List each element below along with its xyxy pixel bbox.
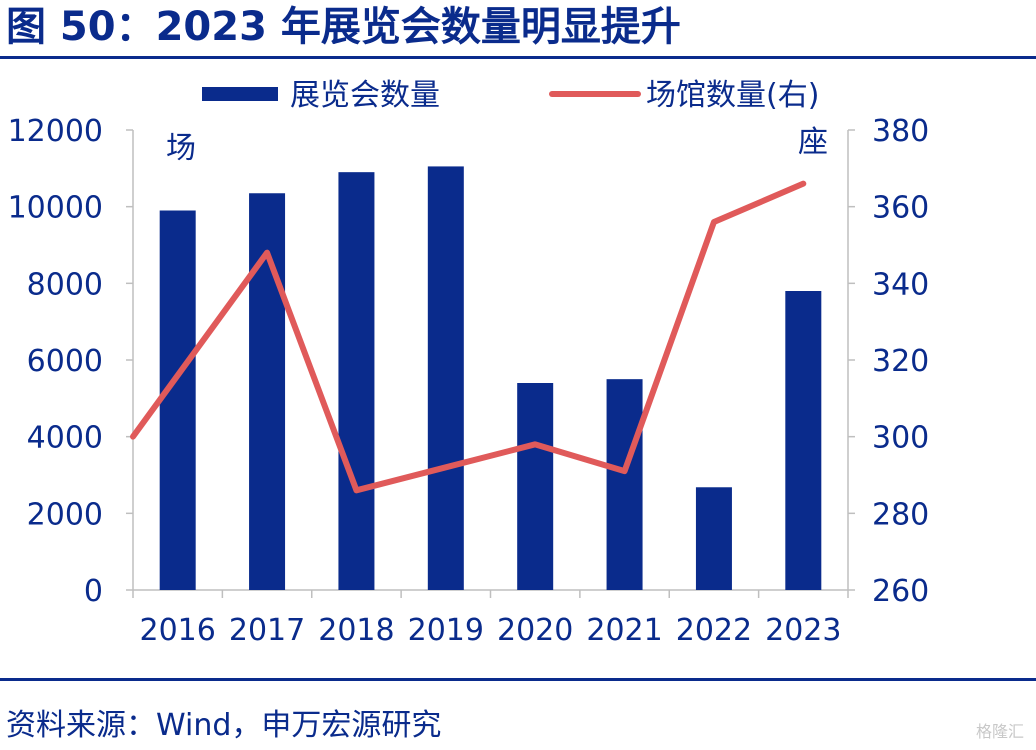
x-tick-label: 2019 [408,613,484,648]
chart-title: 图 50：2023 年展览会数量明显提升 [6,4,681,50]
title-divider [0,56,1036,59]
legend-bar-label: 展览会数量 [290,78,440,113]
line-series [130,180,807,494]
venue-count-line [130,180,807,494]
source-note: 资料来源：Wind，申万宏源研究 [6,708,442,743]
legend: 展览会数量 场馆数量(右) [202,78,819,113]
bar-2016 [159,210,196,590]
watermark-text: 格隆汇 [975,722,1024,741]
legend-line-label: 场馆数量(右) [646,78,819,113]
bar-2019 [427,166,464,590]
left-tick-label: 8000 [27,267,103,302]
x-tick-label: 2021 [586,613,662,648]
bar-2018 [338,172,375,590]
left-tick-label: 4000 [27,421,103,456]
x-tick-label: 2023 [765,613,841,648]
tick-labels: 0 2000 4000 6000 8000 10000 12000 260 280 300 320 3… [8,114,930,648]
x-tick-label: 2022 [676,613,752,648]
left-tick-label: 2000 [27,497,103,532]
right-tick-label: 320 [872,344,929,379]
left-tick-label: 10000 [8,191,103,226]
x-tick-label: 2016 [140,613,216,648]
right-tick-label: 260 [872,574,929,609]
right-tick-label: 300 [872,421,929,456]
x-tick-label: 2017 [229,613,305,648]
right-axis-unit: 座 [798,125,828,160]
left-axis-unit: 场 [166,131,196,166]
source-divider [0,678,1036,681]
bar-series [159,166,822,590]
right-tick-label: 360 [872,191,929,226]
right-tick-label: 340 [872,267,929,302]
right-tick-label: 280 [872,497,929,532]
x-tick-label: 2018 [318,613,394,648]
left-tick-label: 12000 [8,114,103,149]
legend-bar-swatch [202,87,278,101]
bar-2023 [785,291,822,590]
axes [126,129,855,598]
left-tick-label: 0 [84,574,103,609]
bar-2020 [517,383,554,590]
x-tick-label: 2020 [497,613,573,648]
left-tick-label: 6000 [27,344,103,379]
right-tick-label: 380 [872,114,929,149]
bar-2022 [695,487,732,590]
bar-2021 [606,379,643,590]
chart-area: 展览会数量 场馆数量(右) 场 座 0 2000 4000 6000 8000 10000… [8,78,930,648]
